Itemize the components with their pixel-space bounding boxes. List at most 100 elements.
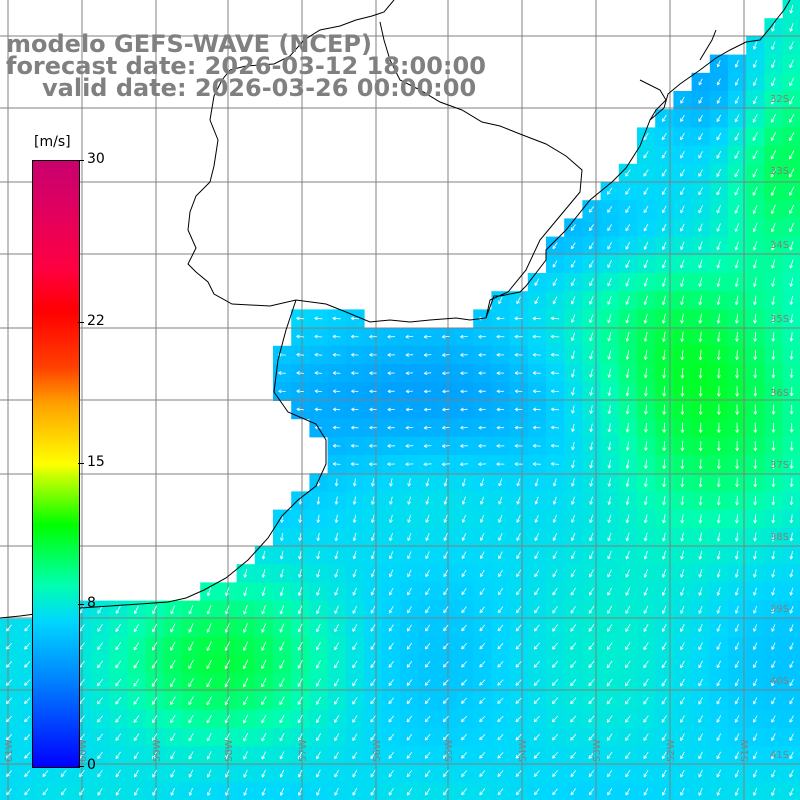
wind-arrow	[352, 715, 358, 723]
wind-arrow	[716, 495, 721, 506]
wind-arrow	[534, 514, 539, 523]
wind-arrow	[461, 679, 467, 686]
wind-cell	[764, 109, 784, 128]
longitude-label: 60W	[78, 739, 89, 762]
wind-arrow	[407, 496, 411, 505]
wind-arrow	[369, 407, 377, 412]
wind-arrow	[498, 514, 503, 523]
wind-arrow	[243, 568, 248, 578]
wind-arrow	[387, 462, 396, 467]
wind-arrow	[552, 242, 558, 250]
wind-cell	[637, 182, 656, 201]
wind-cell	[655, 673, 674, 693]
wind-cell	[236, 728, 256, 747]
wind-cell	[455, 600, 474, 620]
wind-arrow	[735, 386, 739, 397]
wind-cell	[527, 709, 547, 729]
wind-arrow	[789, 679, 794, 687]
wind-arrow	[570, 770, 577, 777]
wind-arrow	[297, 733, 303, 742]
wind-arrow	[698, 367, 703, 379]
wind-cell	[145, 746, 165, 765]
wind-cell	[418, 764, 438, 784]
wind-arrow	[188, 641, 194, 651]
wind-arrow	[770, 186, 776, 196]
wind-arrow	[735, 441, 740, 451]
wind-arrow	[680, 223, 685, 232]
wind-cell	[455, 691, 474, 711]
wind-arrow	[170, 678, 176, 687]
wind-arrow	[407, 551, 412, 560]
wind-arrow	[534, 606, 540, 614]
wind-arrow	[625, 496, 630, 505]
wind-cell	[673, 200, 693, 219]
wind-cell	[418, 655, 438, 674]
wind-arrow	[5, 715, 13, 723]
wind-arrow	[370, 660, 376, 668]
wind-arrow	[552, 551, 558, 560]
wind-arrow	[589, 569, 594, 578]
wind-cell	[564, 655, 583, 674]
wind-cell	[527, 673, 547, 693]
wind-arrow	[497, 715, 504, 723]
wind-arrow	[771, 733, 776, 741]
wind-arrow	[716, 459, 721, 470]
wind-arrow	[716, 150, 722, 159]
wind-arrow	[753, 569, 757, 578]
wind-arrow	[662, 386, 667, 397]
wind-arrow	[789, 223, 794, 233]
wind-arrow	[296, 334, 305, 339]
wind-arrow	[532, 316, 541, 321]
wind-arrow	[533, 661, 540, 668]
wind-arrow	[478, 334, 487, 339]
wind-cell	[0, 691, 19, 711]
wind-arrow	[334, 751, 340, 760]
wind-arrow	[406, 679, 413, 686]
wind-arrow	[261, 678, 267, 688]
wind-cell	[436, 709, 456, 729]
wind-arrow	[332, 407, 341, 412]
wind-arrow	[771, 441, 776, 451]
wind-arrow	[296, 389, 304, 394]
wind-arrow	[571, 332, 576, 342]
wind-arrow	[425, 569, 430, 578]
wind-arrow	[534, 569, 540, 578]
wind-cell	[473, 655, 492, 674]
wind-arrow	[680, 295, 684, 306]
wind-arrow	[770, 132, 777, 142]
wind-arrow	[643, 569, 648, 578]
wind-arrow	[279, 641, 285, 651]
wind-cell	[673, 145, 693, 165]
wind-arrow	[680, 132, 685, 141]
wind-arrow	[716, 277, 721, 287]
wind-arrow	[6, 642, 13, 650]
wind-arrow	[716, 78, 721, 86]
wind-arrow	[570, 751, 577, 759]
wind-arrow	[571, 551, 576, 560]
wind-arrow	[698, 459, 703, 470]
wind-arrow	[698, 514, 703, 524]
wind-cell	[691, 200, 711, 219]
wind-arrow	[352, 569, 357, 578]
wind-arrow	[589, 514, 594, 523]
longitude-label: 53W	[592, 739, 603, 762]
wind-cell	[345, 764, 365, 784]
wind-arrow	[570, 569, 576, 578]
wind-arrow	[643, 259, 649, 269]
title-valid-date: valid date: 2026-03-26 00:00:00	[42, 74, 477, 102]
wind-arrow	[753, 459, 758, 469]
wind-arrow	[479, 734, 486, 741]
wind-arrow	[662, 550, 666, 560]
wind-arrow	[461, 496, 466, 505]
wind-arrow	[498, 569, 503, 578]
wind-cell	[163, 673, 183, 693]
wind-arrow	[771, 368, 776, 378]
wind-arrow	[332, 462, 341, 466]
wind-arrow	[533, 679, 540, 686]
wind-cell	[600, 236, 620, 256]
wind-cell	[546, 273, 565, 292]
wind-arrow	[607, 187, 613, 195]
wind-arrow	[496, 371, 505, 375]
wind-arrow	[680, 787, 685, 796]
